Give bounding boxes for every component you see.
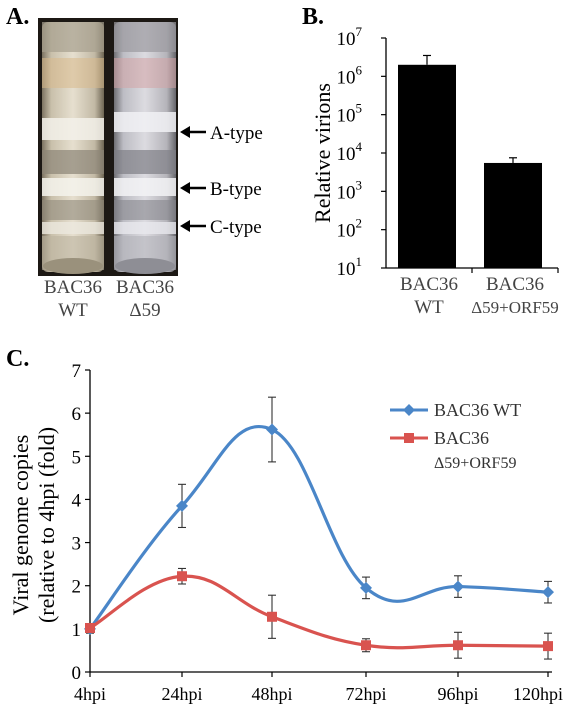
- b-x-label-line1: BAC36: [400, 274, 458, 295]
- c-legend: BAC36 WT BAC36 Δ59+ORF59: [390, 400, 521, 472]
- c-x-tick-label: 4hpi: [74, 684, 106, 704]
- c-point-square: [453, 640, 463, 651]
- b-x-label-line2: Δ59+ORF59: [471, 298, 559, 317]
- legend-delta-label-line1: BAC36: [434, 428, 489, 448]
- c-x-tick-label: 120hpi: [513, 684, 563, 704]
- tube-label-wt-line1: BAC36: [44, 277, 102, 298]
- c-point-diamond: [176, 499, 188, 512]
- legend-wt-label: BAC36 WT: [434, 400, 521, 420]
- c-y-axis-label-line2: (relative to 4hpi (fold): [34, 427, 59, 623]
- c-y-tick-label: 0: [72, 663, 82, 684]
- b-bar: [398, 64, 456, 268]
- b-y-tick-label: 107: [337, 24, 363, 50]
- c-y-tick-label: 1: [72, 620, 82, 641]
- c-y-tick-label: 5: [72, 447, 82, 468]
- band-label-c: C-type: [210, 217, 262, 238]
- tube-label-delta-line2: Δ59: [129, 300, 160, 320]
- c-y-axis-label-line1: Viral genome copies: [8, 435, 33, 616]
- b-y-tick-label: 106: [337, 62, 363, 88]
- tube-delta59: [114, 22, 176, 274]
- tube-label-wt-line2: WT: [58, 300, 88, 320]
- panel-b-label: B.: [302, 4, 325, 30]
- c-x-tick-label: 48hpi: [251, 684, 292, 704]
- legend-delta-marker: [404, 433, 414, 443]
- c-point-diamond: [360, 581, 372, 594]
- panel-c-label: C.: [6, 346, 30, 372]
- c-y-tick-label: 4: [72, 490, 82, 511]
- c-point-square: [543, 641, 553, 652]
- c-point-diamond: [266, 423, 278, 436]
- legend-wt-marker: [403, 404, 415, 416]
- b-y-tick-label: 104: [337, 139, 363, 165]
- c-y-tick-label: 6: [72, 404, 82, 425]
- c-y-tick-label: 3: [72, 534, 82, 555]
- c-x-tick-label: 24hpi: [161, 684, 202, 704]
- c-point-diamond: [452, 580, 464, 593]
- b-x-label-line2: WT: [414, 297, 444, 318]
- c-point-square: [177, 571, 187, 582]
- b-bar: [484, 162, 542, 268]
- c-y-tick-label: 7: [72, 361, 82, 382]
- left-arrow-icon: [180, 220, 206, 232]
- panel-c-chart: Viral genome copies (relative to 4hpi (f…: [8, 361, 563, 704]
- band-label-b: B-type: [210, 179, 262, 200]
- b-x-label-line1: BAC36: [486, 274, 544, 295]
- tube-wt: [42, 22, 104, 274]
- left-arrow-icon: [180, 182, 206, 194]
- panel-a-photo: A-type B-type C-type BAC36 WT BAC36 Δ59: [38, 18, 263, 320]
- band-label-a: A-type: [210, 123, 263, 144]
- c-point-square: [85, 622, 95, 633]
- b-y-tick-label: 102: [337, 216, 363, 242]
- c-series-line: [89, 574, 549, 650]
- b-y-tick-label: 101: [337, 254, 363, 280]
- left-arrow-icon: [180, 126, 206, 138]
- panel-b-chart: Relative virions 101 102 103 104 105 106 107 B…: [310, 24, 559, 318]
- tube-label-delta-line1: BAC36: [116, 277, 174, 298]
- c-y-tick-label: 2: [72, 577, 82, 598]
- c-point-square: [361, 640, 371, 651]
- c-point-diamond: [542, 586, 554, 599]
- b-y-axis-label: Relative virions: [310, 83, 335, 223]
- c-point-square: [267, 611, 277, 622]
- c-x-tick-label: 96hpi: [437, 684, 478, 704]
- legend-delta-label-line2: Δ59+ORF59: [434, 455, 516, 472]
- panel-a-label: A.: [6, 4, 30, 30]
- b-y-tick-label: 105: [337, 101, 363, 127]
- c-x-tick-label: 72hpi: [345, 684, 386, 704]
- b-y-tick-label: 103: [337, 177, 363, 203]
